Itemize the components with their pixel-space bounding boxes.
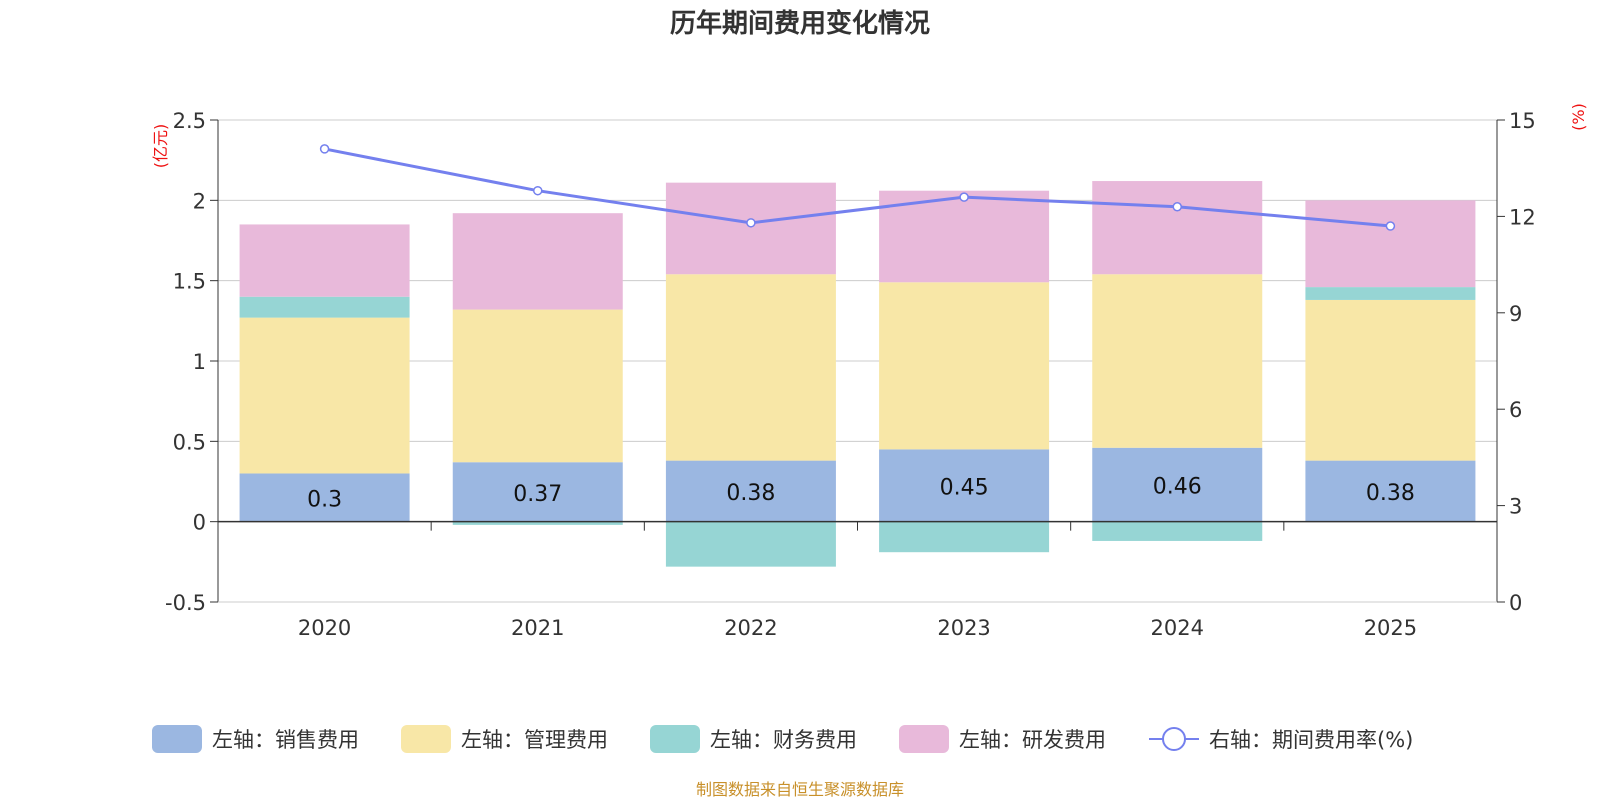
bar-segment [665, 521, 836, 567]
bar-data-label: 0.38 [1366, 481, 1415, 506]
rate-point [959, 192, 969, 202]
rate-line [324, 147, 1391, 228]
rate-point [1385, 221, 1396, 231]
legend: 左轴：销售费用 左轴：管理费用 左轴：财务费用 左轴：研发费用 右轴：期间费用率(%) [152, 725, 1413, 753]
left-axis-unit: (亿元) [151, 124, 170, 169]
right-axis-unit: (%) [1569, 103, 1588, 131]
bar-segment [452, 462, 623, 522]
bar-segment [879, 190, 1050, 283]
right-tick-label: 15 [1509, 109, 1536, 133]
left-tick-label: -0.5 [165, 591, 206, 615]
bar-data-label: 0.45 [940, 476, 989, 501]
chart-title: 历年期间费用变化情况 [670, 8, 930, 39]
right-tick-label: 6 [1509, 398, 1522, 422]
x-tick-label: 2022 [724, 616, 777, 640]
legend-label: 左轴：研发费用 [959, 728, 1106, 752]
legend-marker [1162, 727, 1186, 751]
bar-segment [1092, 274, 1263, 448]
x-tick-label: 2023 [937, 616, 990, 640]
bar-segment [665, 274, 836, 461]
left-tick-label: 2.5 [173, 109, 206, 133]
legend-label: 左轴：销售费用 [212, 728, 359, 752]
right-tick-label: 0 [1509, 591, 1522, 615]
bar-segment [239, 296, 410, 318]
rate-point [533, 185, 543, 196]
legend-swatch [650, 725, 700, 753]
bar-segment [452, 213, 623, 310]
left-tick-label: 2 [193, 189, 206, 213]
bar-segment [239, 473, 410, 522]
bar-segment [1092, 447, 1263, 522]
bar-segment [452, 309, 623, 463]
left-tick-label: 1.5 [173, 270, 206, 294]
x-tick-label: 2025 [1364, 616, 1417, 640]
line-layer [319, 144, 1396, 231]
bar-segment [1305, 299, 1476, 461]
bar-data-label: 0.37 [513, 482, 562, 507]
bar-layer [239, 181, 1476, 567]
x-tick-label: 2021 [511, 616, 564, 640]
legend-label: 右轴：期间费用率(%) [1209, 728, 1413, 752]
bar-segment [1305, 460, 1476, 522]
source-note: 制图数据来自恒生聚源数据库 [696, 780, 904, 799]
bar-segment [665, 182, 836, 275]
bar-data-label: 0.38 [726, 481, 775, 506]
right-tick-label: 12 [1509, 205, 1536, 229]
left-tick-label: 1 [193, 350, 206, 374]
legend-swatch [152, 725, 202, 753]
bar-data-label: 0.3 [307, 488, 342, 513]
legend-label: 左轴：财务费用 [710, 728, 857, 752]
rate-point [319, 144, 330, 154]
right-tick-label: 3 [1509, 495, 1522, 519]
bar-segment [665, 460, 836, 522]
x-tick-label: 2020 [298, 616, 351, 640]
rate-point [746, 218, 756, 228]
left-tick-label: 0 [193, 511, 206, 535]
bar-segment [239, 224, 410, 297]
legend-swatch [401, 725, 451, 753]
bar-segment [1305, 287, 1476, 300]
bar-segment [879, 521, 1050, 553]
bar-segment [452, 521, 623, 525]
bar-data-label: 0.46 [1153, 475, 1202, 500]
bar-segment [1092, 521, 1263, 541]
x-tick-label: 2024 [1151, 616, 1204, 640]
left-tick-label: 0.5 [173, 430, 206, 454]
right-tick-label: 9 [1509, 302, 1522, 326]
bar-segment [1305, 200, 1476, 288]
bar-segment [879, 282, 1050, 450]
bar-segment [239, 317, 410, 474]
axes: -0.5 0 0.5 1 1.5 2 2.5 0 3 6 9 12 15 2020 2021 2022 2023… [165, 109, 1536, 640]
legend-label: 左轴：管理费用 [461, 728, 608, 752]
rate-point [1172, 202, 1182, 212]
legend-swatch [899, 725, 949, 753]
data-labels: 0.3 0.37 0.38 0.45 0.46 0.38 [307, 475, 1415, 513]
bar-segment [879, 449, 1050, 522]
bar-segment [1092, 181, 1263, 275]
